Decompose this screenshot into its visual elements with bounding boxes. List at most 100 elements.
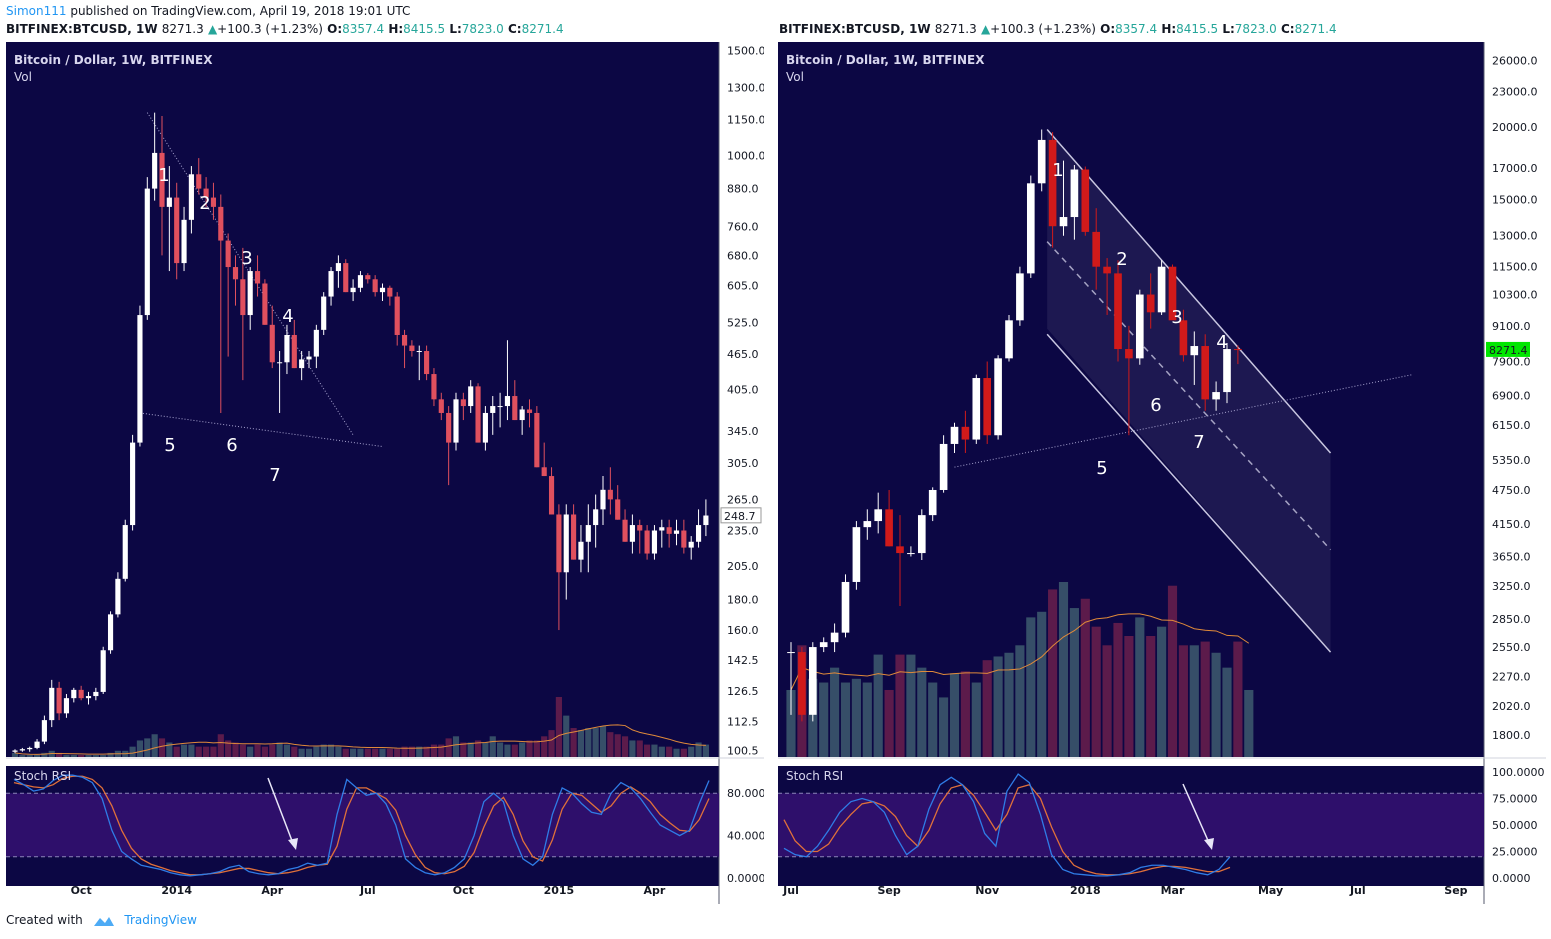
volume-bar [401, 746, 408, 757]
y-tick-label: 305.0 [727, 457, 759, 470]
x-tick-label: Sep [1444, 884, 1467, 897]
volume-bar [1048, 589, 1058, 757]
channel-fill [1047, 129, 1331, 653]
y-tick-label: 15000.0 [1492, 194, 1538, 207]
wave-label: 2 [199, 193, 210, 214]
last-price-label: 8271.4 [1489, 344, 1528, 357]
candle-body [394, 296, 400, 335]
chart-panel-right[interactable]: 26000.0 23000.0 20000.0 17000.0 15000.0 13000… [778, 42, 1546, 904]
tradingview-logo-icon [93, 916, 114, 926]
candle-body [277, 362, 283, 364]
y-tick-label: 112.5 [727, 715, 759, 728]
candle-body [1179, 320, 1188, 356]
support-trendline [139, 412, 383, 448]
volume-bar [680, 748, 687, 757]
candle-body [983, 378, 992, 436]
volume-bar [541, 736, 548, 757]
candle-body [563, 514, 569, 573]
ticker-line-right: BITFINEX:BTCUSD, 1W 8271.3 ▲+100.3 (+1.2… [779, 22, 1337, 36]
candle-body [622, 519, 628, 542]
volume-bar [1102, 645, 1112, 757]
ticker-c-label: C: [1280, 22, 1295, 36]
candle-body [1201, 346, 1210, 400]
rsi-band [778, 793, 1484, 857]
y-tick-label: 205.0 [727, 560, 759, 573]
candle-body [401, 334, 408, 346]
rsi-axis-label: 25.0000 [1492, 846, 1538, 859]
chart-panel-left[interactable]: 1500.0 1300.0 1150.0 1000.0 880.0 760.0 680.0 6… [6, 42, 764, 904]
wave-label: 7 [269, 465, 280, 486]
candle-body [1005, 320, 1013, 359]
candle-body [468, 386, 474, 407]
candle-body [159, 152, 165, 207]
chart-left-svg[interactable]: 1500.0 1300.0 1150.0 1000.0 880.0 760.0 680.0 6… [6, 42, 764, 904]
chart-right-svg[interactable]: 26000.0 23000.0 20000.0 17000.0 15000.0 13000… [778, 42, 1546, 904]
tradingview-link[interactable]: TradingView [124, 913, 197, 927]
volume-bar [100, 754, 107, 757]
author-link[interactable]: Simon111 [6, 4, 67, 18]
volume-bar [41, 752, 48, 757]
y-tick-label: 13000.0 [1492, 230, 1538, 243]
candle-body [874, 509, 883, 522]
candle-body [994, 358, 1002, 436]
volume-bar [555, 697, 562, 757]
volume-bar [504, 744, 511, 757]
ticker-open: 8357.4 [1115, 22, 1158, 36]
candle-body [78, 689, 84, 699]
candle-body [1125, 349, 1133, 359]
candle-body [350, 287, 356, 293]
ticker-low: 7823.0 [1234, 22, 1277, 36]
last-price-label: 248.7 [724, 510, 756, 523]
x-tick-label: Mar [1161, 884, 1185, 897]
volume-bar [313, 746, 320, 757]
volume-bar [394, 748, 401, 757]
last-price-badge [1486, 341, 1530, 357]
volume-bar [830, 667, 840, 757]
y-tick-label: 605.0 [727, 280, 759, 293]
volume-bar [651, 744, 658, 757]
ticker-c-label: C: [507, 22, 522, 36]
candle-body [939, 443, 948, 490]
volume-bar [840, 682, 851, 757]
wave-label: 6 [1150, 395, 1161, 416]
ticker-o-label: O: [327, 22, 343, 36]
volume-bar [92, 754, 99, 757]
candle-body [863, 521, 872, 528]
volume-bar [636, 740, 643, 757]
y-tick-label: 3250.0 [1492, 580, 1531, 593]
volume-bar [621, 736, 629, 757]
candle-body [571, 514, 577, 560]
volume-bar [474, 740, 482, 757]
candle-body [885, 509, 893, 547]
y-tick-label: 100.5 [727, 744, 759, 757]
candle-body [19, 749, 25, 751]
wave-label: 6 [226, 435, 237, 456]
chart-title: Bitcoin / Dollar, 1W, BITFINEX [786, 53, 985, 67]
stoch-rsi-d-line [783, 783, 1231, 876]
candle-body [534, 412, 540, 468]
volume-bar [408, 746, 415, 757]
volume-bar [884, 689, 894, 757]
candle-body [321, 296, 327, 330]
ticker-high: 8415.5 [1176, 22, 1219, 36]
candle-body [512, 396, 518, 421]
candle-body [27, 747, 33, 750]
candle-body [71, 689, 77, 699]
volume-bar [416, 746, 423, 757]
ticker-low: 7823.0 [461, 22, 504, 36]
candle-body [210, 197, 217, 207]
channel-lower-line [1046, 333, 1332, 653]
candle-body [787, 652, 795, 654]
channel-upper-line [1046, 129, 1332, 454]
candle-body [232, 267, 239, 280]
volume-bar [607, 732, 614, 757]
volume-bar [283, 744, 291, 757]
candle-body [357, 275, 364, 288]
ticker-close: 8271.4 [521, 22, 564, 36]
volume-bar [1015, 645, 1025, 757]
rsi-axis-label: 0.0000 [1492, 872, 1531, 885]
candle-body [928, 489, 937, 516]
candle-body [174, 197, 180, 264]
candle-body [1059, 217, 1068, 227]
rsi-axis-label: 50.0000 [1492, 819, 1538, 832]
